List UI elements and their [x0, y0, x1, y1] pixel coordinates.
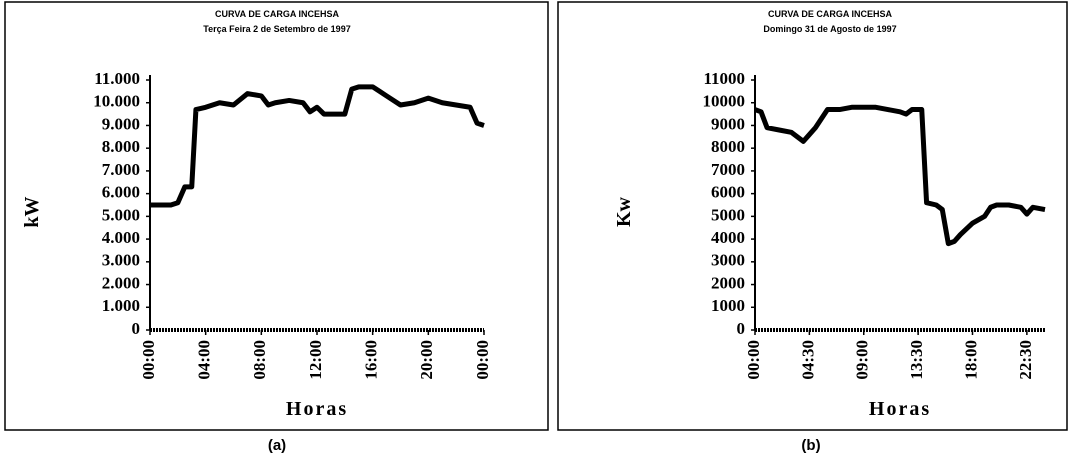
y-tick-label: 1000: [711, 296, 745, 315]
x-tick-label: 20:00: [417, 340, 436, 380]
y-tick-label: 9.000: [102, 114, 140, 133]
x-tick-label: 09:00: [853, 340, 872, 380]
y-tick-label: 4000: [711, 228, 745, 247]
panel-frame: [557, 1, 1068, 431]
y-tick-label: 2000: [711, 273, 745, 292]
y-tick-label: 5000: [711, 205, 745, 224]
load-line: [754, 104, 1046, 247]
x-tick-label: 00:00: [744, 340, 763, 380]
y-tick-label: 10.000: [93, 92, 140, 111]
y-axis-label: kW: [21, 196, 43, 227]
x-tick-label: 12:00: [306, 340, 325, 380]
y-tick-label: 0: [737, 319, 746, 338]
y-tick-label: 0: [132, 319, 141, 338]
y-tick-label: 8.000: [102, 137, 140, 156]
y-tick-label: 3.000: [102, 251, 140, 270]
chart-title: CURVA DE CARGA INCEHSA: [215, 9, 340, 19]
y-tick-label: 4.000: [102, 228, 140, 247]
x-axis-label: Horas: [286, 398, 348, 420]
caption: (b): [801, 437, 820, 454]
y-tick-label: 3000: [711, 251, 745, 270]
x-tick-label: 00:00: [139, 340, 158, 380]
y-tick-label: 5.000: [102, 205, 140, 224]
y-tick-label: 8000: [711, 137, 745, 156]
chart-title: CURVA DE CARGA INCEHSA: [768, 9, 893, 19]
chart-subtitle: Terça Feira 2 de Setembro de 1997: [203, 24, 350, 34]
x-tick-label: 13:30: [907, 340, 926, 380]
y-axis-label: Kw: [613, 196, 635, 227]
y-tick-label: 11.000: [94, 69, 140, 88]
y-tick-label: 9000: [711, 114, 745, 133]
x-tick-label: 22:30: [1016, 340, 1035, 380]
y-tick-label: 7.000: [102, 160, 140, 179]
x-tick-label: 08:00: [250, 340, 269, 380]
panel-frame: [4, 1, 549, 431]
y-tick-label: 10000: [703, 92, 746, 111]
y-tick-label: 1.000: [102, 296, 140, 315]
y-tick-label: 6.000: [102, 183, 140, 202]
y-tick-label: 11000: [703, 69, 745, 88]
chart-subtitle: Domingo 31 de Agosto de 1997: [763, 24, 896, 34]
caption: (a): [268, 437, 286, 454]
load-line: [150, 84, 485, 208]
x-tick-label: 18:00: [961, 340, 980, 380]
x-tick-label: 16:00: [362, 340, 381, 380]
x-axis-label: Horas: [869, 398, 931, 420]
y-tick-label: 6000: [711, 183, 745, 202]
y-tick-label: 7000: [711, 160, 745, 179]
x-tick-label: 00:00: [473, 340, 492, 380]
y-tick-label: 2.000: [102, 273, 140, 292]
x-tick-label: 04:30: [798, 340, 817, 380]
x-tick-label: 04:00: [195, 340, 214, 380]
